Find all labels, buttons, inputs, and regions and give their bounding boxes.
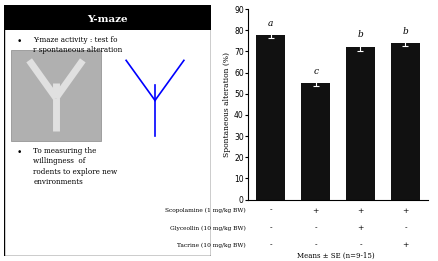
Text: Tacrine (10 mg/kg BW): Tacrine (10 mg/kg BW)	[177, 243, 245, 248]
Text: c: c	[312, 67, 318, 76]
Text: +: +	[357, 224, 363, 232]
Text: b: b	[402, 27, 407, 36]
FancyBboxPatch shape	[107, 50, 202, 140]
Text: -: -	[358, 241, 361, 249]
Text: -: -	[268, 224, 271, 232]
Text: Means ± SE (n=9-15): Means ± SE (n=9-15)	[297, 252, 374, 260]
Text: •: •	[17, 37, 22, 45]
FancyBboxPatch shape	[11, 50, 101, 140]
Text: -: -	[403, 224, 406, 232]
Text: +: +	[357, 206, 363, 215]
Text: Y-maze: Y-maze	[87, 15, 127, 23]
Text: -: -	[268, 206, 271, 215]
Text: Y-maze activity : test fo
r spontaneous alteration: Y-maze activity : test fo r spontaneous …	[33, 36, 122, 54]
Text: Scopolamine (1 mg/kg BW): Scopolamine (1 mg/kg BW)	[165, 208, 245, 213]
Text: •: •	[17, 148, 22, 157]
Text: +: +	[311, 206, 318, 215]
Text: To measuring the
willingness  of
rodents to explore new
environments: To measuring the willingness of rodents …	[33, 147, 117, 186]
FancyBboxPatch shape	[4, 5, 210, 256]
Text: a: a	[268, 19, 273, 28]
Text: +: +	[401, 206, 408, 215]
FancyBboxPatch shape	[4, 5, 210, 30]
Text: -: -	[314, 224, 316, 232]
Bar	[300, 83, 329, 200]
Text: +: +	[401, 241, 408, 249]
Text: b: b	[357, 30, 363, 39]
Bar	[345, 47, 374, 200]
Bar	[256, 34, 285, 200]
Y-axis label: Spontaneous alteration (%): Spontaneous alteration (%)	[223, 52, 231, 157]
Text: Glyceollin (10 mg/kg BW): Glyceollin (10 mg/kg BW)	[170, 225, 245, 230]
Text: -: -	[314, 241, 316, 249]
Bar	[390, 43, 419, 200]
Text: -: -	[268, 241, 271, 249]
